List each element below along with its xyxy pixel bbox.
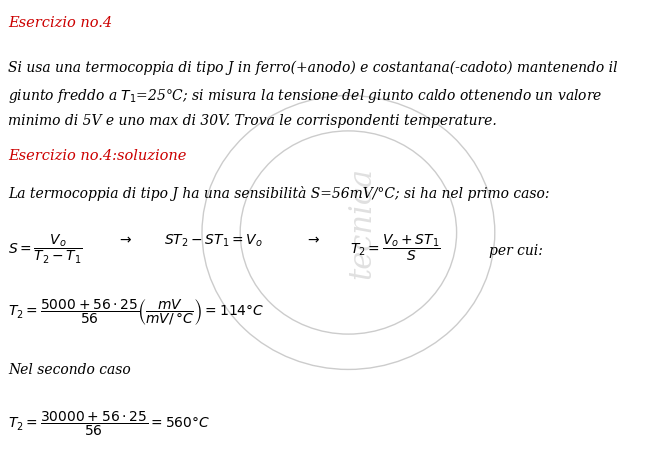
Text: minimo di 5V e uno max di 30V. Trova le corrispondenti temperature.: minimo di 5V e uno max di 30V. Trova le … — [8, 114, 496, 128]
Text: Si usa una termocoppia di tipo J in ferro(+anodo) e costantana(-cadoto) mantenen: Si usa una termocoppia di tipo J in ferr… — [8, 60, 618, 75]
Text: Nel secondo caso: Nel secondo caso — [8, 363, 131, 377]
Text: $T_2 = \dfrac{5000 + 56 \cdot 25}{56}\!\left(\dfrac{mV}{mV/\!\ °C}\right) = 114°: $T_2 = \dfrac{5000 + 56 \cdot 25}{56}\!\… — [8, 298, 265, 328]
Text: La termocoppia di tipo J ha una sensibilità S=56mV/°C; si ha nel primo caso:: La termocoppia di tipo J ha una sensibil… — [8, 186, 549, 201]
Text: per cui:: per cui: — [489, 244, 543, 258]
Text: $\rightarrow$: $\rightarrow$ — [117, 232, 133, 246]
Text: giunto freddo a $T_1$=25°C; si misura la tensione del giunto caldo ottenendo un : giunto freddo a $T_1$=25°C; si misura la… — [8, 87, 602, 106]
Text: $ST_2 - ST_1 = V_o$: $ST_2 - ST_1 = V_o$ — [164, 232, 263, 249]
Text: tecnica: tecnica — [346, 167, 377, 279]
Text: Esercizio no.4: Esercizio no.4 — [8, 16, 112, 30]
Text: $T_2 = \dfrac{30000 + 56 \cdot 25}{56} = 560°C$: $T_2 = \dfrac{30000 + 56 \cdot 25}{56} =… — [8, 409, 210, 438]
Text: $T_2 = \dfrac{V_o + ST_1}{S}$: $T_2 = \dfrac{V_o + ST_1}{S}$ — [350, 232, 441, 263]
Text: Esercizio no.4:soluzione: Esercizio no.4:soluzione — [8, 149, 186, 163]
Text: $\rightarrow$: $\rightarrow$ — [305, 232, 320, 246]
Text: $S = \dfrac{V_o}{T_2 - T_1}$: $S = \dfrac{V_o}{T_2 - T_1}$ — [8, 232, 83, 266]
